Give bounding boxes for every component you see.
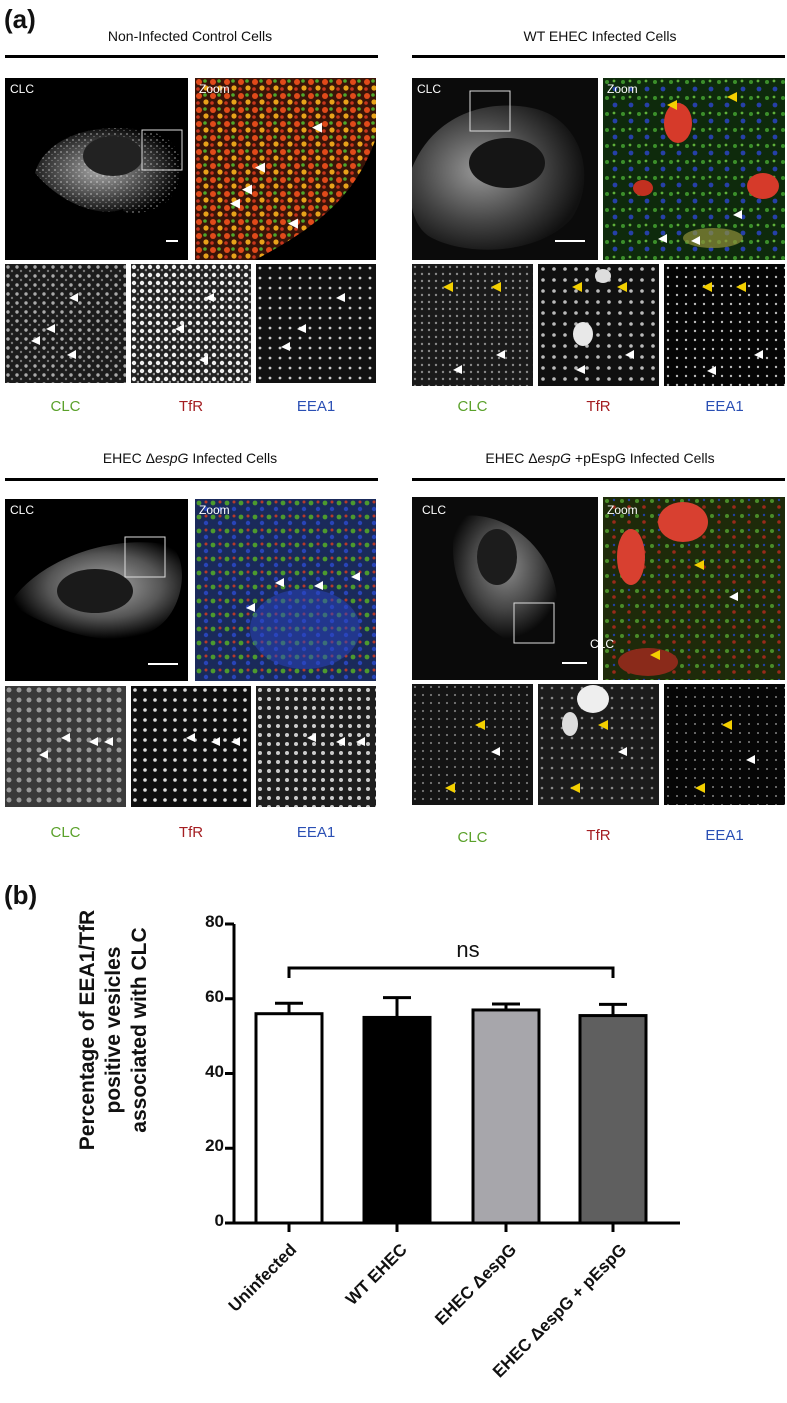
channel-label-clc: CLC xyxy=(457,829,488,846)
tfr-channel-image xyxy=(131,264,251,383)
scale-bar xyxy=(555,240,585,242)
y-tick-label: 0 xyxy=(214,1211,224,1230)
arrowhead-overlay xyxy=(31,92,763,793)
zoom-label: Zoom xyxy=(607,503,638,517)
y-tick-label: 20 xyxy=(205,1136,224,1155)
panel-a-label: (a) xyxy=(4,4,36,34)
bar xyxy=(578,1014,648,1225)
channel-label-tfr: TfR xyxy=(586,398,611,415)
significance-label: ns xyxy=(456,937,480,962)
tfr-channel-image xyxy=(538,264,659,386)
channel-label-clc: CLC xyxy=(50,398,81,415)
eea1-channel-image xyxy=(256,264,376,383)
bar xyxy=(254,1012,324,1225)
y-tick-label: 40 xyxy=(205,1062,224,1081)
channel-label-eea1: EEA1 xyxy=(705,398,744,415)
zoom-merge-image xyxy=(195,78,376,260)
tfr-channel-image xyxy=(538,684,659,805)
zoom-label: Zoom xyxy=(607,82,638,96)
image-label: CLC xyxy=(422,503,447,517)
channel-label-clc: CLC xyxy=(457,398,488,415)
image-label: CLC xyxy=(10,82,35,96)
quadrant-title: EHEC ΔespG +pEspG Infected Cells xyxy=(485,450,715,466)
eea1-channel-image xyxy=(664,684,785,805)
clc-overview-image xyxy=(412,497,598,680)
channel-label-eea1: EEA1 xyxy=(296,824,336,841)
quadrant-title: Non-Infected Control Cells xyxy=(107,28,273,44)
scale-bar xyxy=(148,663,178,665)
eea1-channel-image xyxy=(256,686,376,807)
clc-channel-image xyxy=(5,686,126,807)
title-rule xyxy=(412,55,785,58)
channel-label-clc: CLC xyxy=(50,824,81,841)
title-rule xyxy=(5,55,378,58)
channel-label-eea1: EEA1 xyxy=(705,827,744,844)
eea1-channel-image xyxy=(664,264,785,386)
clc-channel-image xyxy=(412,264,533,386)
channel-label-tfr: TfR xyxy=(178,824,204,841)
clc-channel-image xyxy=(5,264,126,383)
quadrant-title: EHEC ΔespG Infected Cells xyxy=(102,450,278,466)
quadrant-title: WT EHEC Infected Cells xyxy=(523,28,677,44)
clc-channel-image xyxy=(412,684,533,805)
zoom-extra-label: CLC xyxy=(590,637,615,651)
clc-overview-image xyxy=(5,78,188,260)
white-arrowheads-zoom: ◀ ◀ ◀ ◀ ◀ xyxy=(230,119,322,230)
channel-label-eea1: EEA1 xyxy=(296,398,336,415)
y-tick-label: 80 xyxy=(205,912,224,931)
image-label: CLC xyxy=(10,503,35,517)
channel-label-tfr: TfR xyxy=(178,398,204,415)
scale-bar xyxy=(166,240,178,242)
zoom-merge-image xyxy=(603,497,785,680)
tfr-channel-image xyxy=(131,686,251,807)
panel-b-label: (b) xyxy=(4,880,38,910)
clc-overview-image xyxy=(5,499,188,681)
y-tick-label: 60 xyxy=(205,987,224,1006)
title-rule xyxy=(5,478,378,481)
zoom-label: Zoom xyxy=(199,82,230,96)
clc-overview-image xyxy=(412,78,598,260)
significance-bracket xyxy=(287,966,615,978)
title-rule xyxy=(412,478,785,481)
zoom-merge-image xyxy=(195,499,376,681)
zoom-merge-image xyxy=(603,78,785,260)
channel-label-tfr: TfR xyxy=(586,827,611,844)
scale-bar xyxy=(562,662,587,664)
image-label: CLC xyxy=(417,82,442,96)
bar xyxy=(471,1008,541,1225)
zoom-label: Zoom xyxy=(199,503,230,517)
bar xyxy=(362,1015,432,1225)
